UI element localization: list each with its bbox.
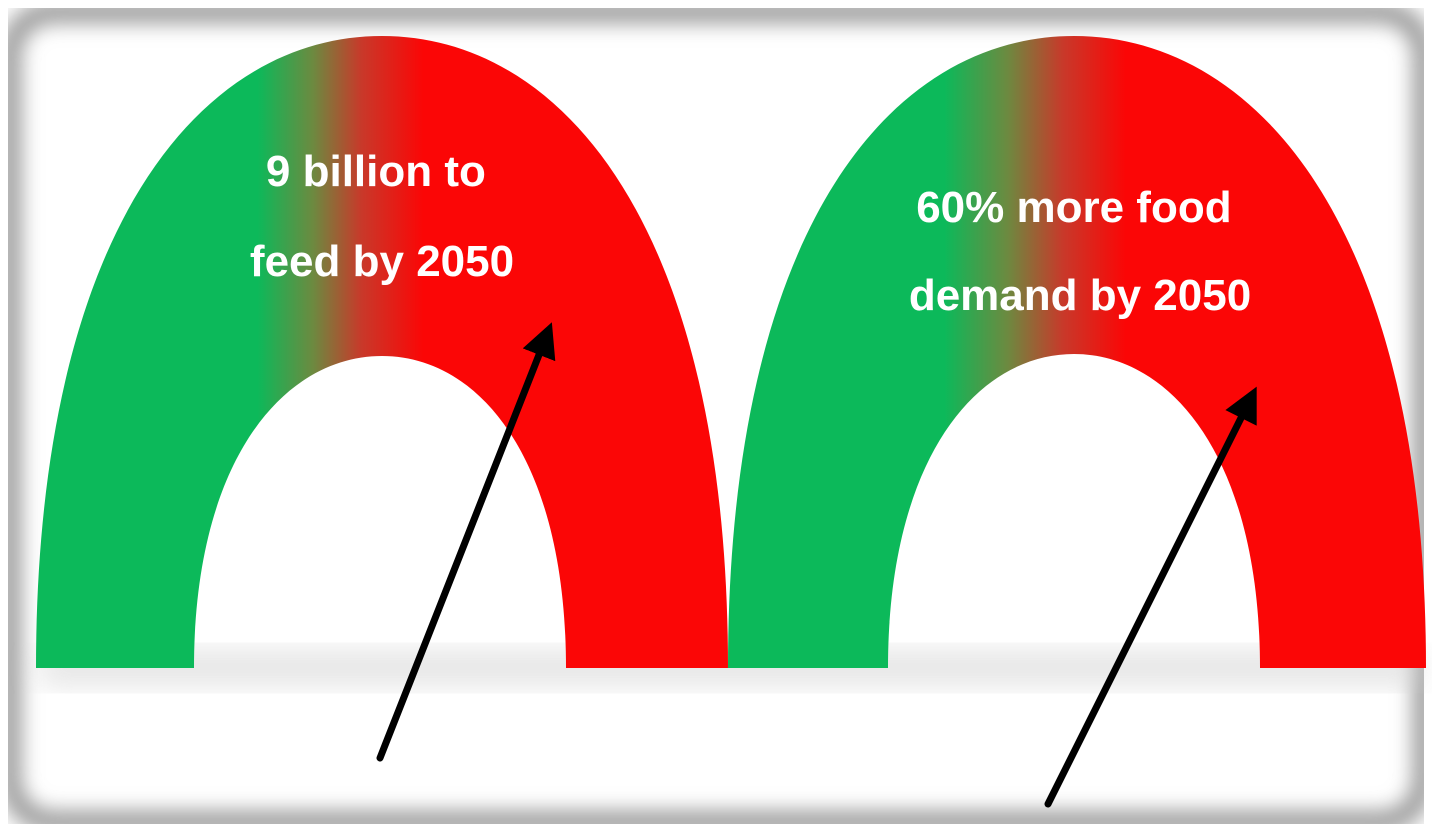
gauge-left-label-line2: feed by 2050 (250, 237, 514, 286)
gauge-left-arch (36, 36, 728, 668)
gauge-right-arch (728, 36, 1426, 668)
gauge-right-label: 60% more food demand by 2050 (909, 183, 1251, 320)
gauge-right-label-line2: demand by 2050 (909, 271, 1251, 320)
arrow-up-right-icon (1044, 386, 1257, 808)
gauge-left-label-line1: 9 billion to (266, 147, 486, 196)
gauge-left: 9 billion to feed by 2050 (36, 36, 728, 762)
gauge-left-label: 9 billion to feed by 2050 (250, 147, 514, 286)
gauge-right: 60% more food demand by 2050 (728, 36, 1426, 808)
arrow-up-right-icon (376, 322, 556, 762)
gauge-right-label-line1: 60% more food (916, 183, 1231, 232)
